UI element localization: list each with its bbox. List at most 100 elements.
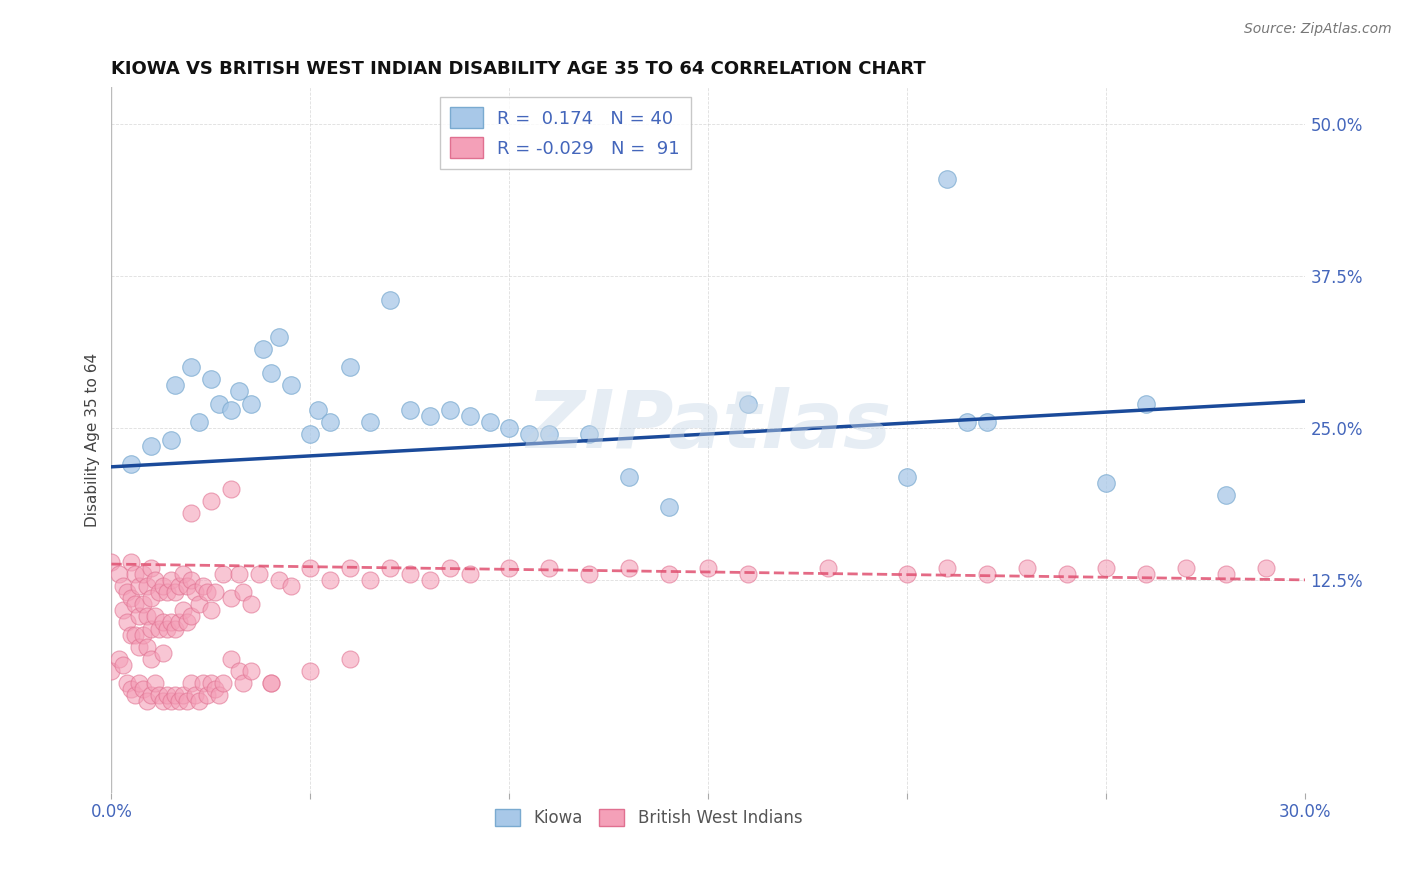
Point [148, 689, 170, 703]
Point [976, 566, 998, 581]
Point [538, 427, 561, 442]
Point [156, 689, 179, 703]
Point [219, 402, 242, 417]
Point [176, 615, 198, 630]
Point [219, 482, 242, 496]
Text: KIOWA VS BRITISH WEST INDIAN DISABILITY AGE 35 TO 64 CORRELATION CHART: KIOWA VS BRITISH WEST INDIAN DISABILITY … [111, 60, 927, 78]
Point [259, 676, 281, 690]
Point [200, 494, 222, 508]
Point [211, 566, 233, 581]
Point [697, 560, 720, 574]
Point [228, 566, 250, 581]
Point [239, 597, 262, 611]
Point [195, 689, 218, 703]
Point [1254, 560, 1277, 574]
Point [124, 597, 146, 611]
Point [132, 682, 155, 697]
Point [152, 694, 174, 708]
Point [498, 421, 520, 435]
Point [195, 585, 218, 599]
Point [172, 603, 194, 617]
Point [458, 409, 481, 423]
Point [267, 573, 290, 587]
Point [132, 627, 155, 641]
Point [299, 664, 322, 678]
Point [896, 469, 918, 483]
Point [232, 676, 254, 690]
Point [136, 579, 159, 593]
Point [117, 676, 139, 690]
Point [280, 579, 302, 593]
Point [112, 579, 135, 593]
Point [439, 402, 461, 417]
Point [538, 560, 561, 574]
Point [156, 585, 179, 599]
Point [1175, 560, 1198, 574]
Point [180, 609, 202, 624]
Point [128, 676, 150, 690]
Point [120, 458, 142, 472]
Point [319, 573, 342, 587]
Point [578, 427, 600, 442]
Point [1015, 560, 1038, 574]
Text: Source: ZipAtlas.com: Source: ZipAtlas.com [1244, 22, 1392, 37]
Point [132, 597, 155, 611]
Y-axis label: Disability Age 35 to 64: Disability Age 35 to 64 [86, 353, 100, 527]
Point [191, 579, 214, 593]
Point [259, 366, 281, 380]
Point [128, 640, 150, 654]
Point [378, 293, 401, 308]
Point [188, 415, 211, 429]
Point [219, 652, 242, 666]
Point [1095, 475, 1118, 490]
Point [208, 689, 231, 703]
Point [208, 396, 231, 410]
Point [165, 622, 187, 636]
Point [136, 694, 159, 708]
Point [120, 627, 142, 641]
Point [1056, 566, 1078, 581]
Point [143, 573, 166, 587]
Point [172, 566, 194, 581]
Point [108, 652, 131, 666]
Point [112, 658, 135, 673]
Point [617, 560, 640, 574]
Point [439, 560, 461, 574]
Point [143, 609, 166, 624]
Point [167, 579, 190, 593]
Point [896, 566, 918, 581]
Point [132, 566, 155, 581]
Point [160, 573, 183, 587]
Point [204, 682, 226, 697]
Point [200, 603, 222, 617]
Point [200, 676, 222, 690]
Point [252, 342, 274, 356]
Point [200, 372, 222, 386]
Point [141, 591, 163, 606]
Point [148, 585, 170, 599]
Point [141, 439, 163, 453]
Point [259, 676, 281, 690]
Point [188, 597, 211, 611]
Point [211, 676, 233, 690]
Point [117, 615, 139, 630]
Point [184, 689, 207, 703]
Point [498, 560, 520, 574]
Point [1135, 396, 1157, 410]
Point [128, 609, 150, 624]
Point [184, 585, 207, 599]
Point [956, 415, 979, 429]
Point [100, 555, 122, 569]
Point [1095, 560, 1118, 574]
Point [204, 585, 226, 599]
Point [219, 591, 242, 606]
Point [578, 566, 600, 581]
Point [239, 396, 262, 410]
Point [359, 573, 381, 587]
Point [120, 682, 142, 697]
Point [737, 566, 759, 581]
Point [399, 402, 422, 417]
Point [112, 603, 135, 617]
Text: ZIPatlas: ZIPatlas [526, 387, 891, 465]
Point [228, 664, 250, 678]
